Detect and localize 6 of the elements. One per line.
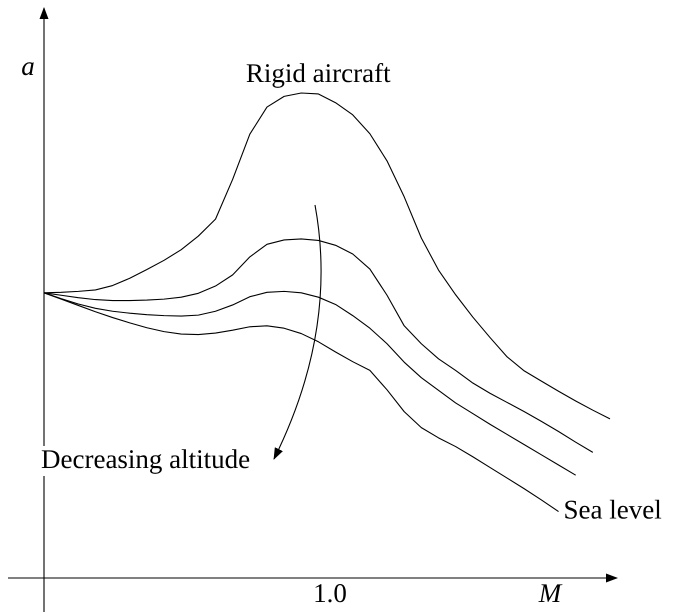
text: 1.0	[313, 578, 347, 608]
annotation: Decreasing altitude	[41, 444, 250, 474]
series-label: Sea level	[564, 494, 662, 525]
x-axis-title: M	[538, 578, 563, 608]
y-axis-title: a	[21, 51, 35, 81]
series-label: Rigid aircraft	[246, 58, 392, 88]
